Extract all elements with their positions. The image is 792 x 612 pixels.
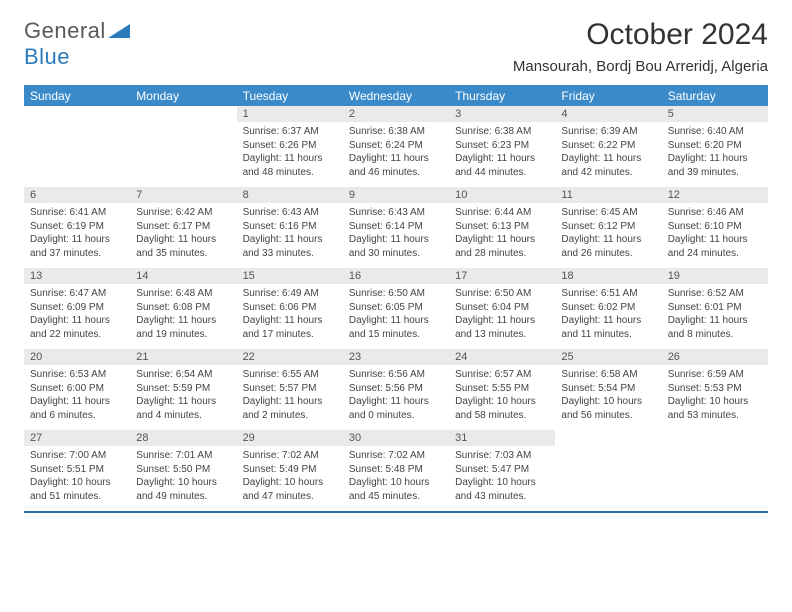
day-content-cell: Sunrise: 6:44 AM Sunset: 6:13 PM Dayligh… — [449, 203, 555, 268]
logo-triangle-icon — [108, 25, 130, 42]
day-header-cell: Thursday — [449, 86, 555, 107]
day-number-cell: 14 — [130, 268, 236, 284]
day-header-cell: Saturday — [662, 86, 768, 107]
day-content-cell: Sunrise: 7:01 AM Sunset: 5:50 PM Dayligh… — [130, 446, 236, 512]
day-number-cell: 5 — [662, 106, 768, 122]
day-content-cell: Sunrise: 6:58 AM Sunset: 5:54 PM Dayligh… — [555, 365, 661, 430]
day-number-cell — [662, 430, 768, 446]
day-number-cell: 12 — [662, 187, 768, 203]
day-content-cell: Sunrise: 7:02 AM Sunset: 5:49 PM Dayligh… — [237, 446, 343, 512]
day-header-cell: Monday — [130, 86, 236, 107]
week-daynum-row: 13141516171819 — [24, 268, 768, 284]
day-number-cell: 1 — [237, 106, 343, 122]
day-content-cell: Sunrise: 6:48 AM Sunset: 6:08 PM Dayligh… — [130, 284, 236, 349]
logo-text: General Blue — [24, 18, 130, 70]
day-content-cell — [555, 446, 661, 512]
day-content-cell: Sunrise: 6:42 AM Sunset: 6:17 PM Dayligh… — [130, 203, 236, 268]
day-number-cell — [130, 106, 236, 122]
week-content-row: Sunrise: 7:00 AM Sunset: 5:51 PM Dayligh… — [24, 446, 768, 512]
day-content-cell: Sunrise: 7:02 AM Sunset: 5:48 PM Dayligh… — [343, 446, 449, 512]
day-content-cell: Sunrise: 7:00 AM Sunset: 5:51 PM Dayligh… — [24, 446, 130, 512]
day-content-cell: Sunrise: 6:55 AM Sunset: 5:57 PM Dayligh… — [237, 365, 343, 430]
day-number-cell: 26 — [662, 349, 768, 365]
day-header-cell: Sunday — [24, 86, 130, 107]
day-number-cell: 20 — [24, 349, 130, 365]
week-daynum-row: 2728293031 — [24, 430, 768, 446]
day-content-cell: Sunrise: 6:53 AM Sunset: 6:00 PM Dayligh… — [24, 365, 130, 430]
week-content-row: Sunrise: 6:41 AM Sunset: 6:19 PM Dayligh… — [24, 203, 768, 268]
day-content-cell: Sunrise: 6:39 AM Sunset: 6:22 PM Dayligh… — [555, 122, 661, 187]
day-content-cell: Sunrise: 6:40 AM Sunset: 6:20 PM Dayligh… — [662, 122, 768, 187]
header: General Blue October 2024 Mansourah, Bor… — [24, 18, 768, 75]
day-number-cell: 2 — [343, 106, 449, 122]
week-content-row: Sunrise: 6:47 AM Sunset: 6:09 PM Dayligh… — [24, 284, 768, 349]
day-number-cell — [24, 106, 130, 122]
day-content-cell: Sunrise: 6:43 AM Sunset: 6:14 PM Dayligh… — [343, 203, 449, 268]
week-daynum-row: 20212223242526 — [24, 349, 768, 365]
logo-word1: General — [24, 18, 106, 43]
logo: General Blue — [24, 18, 130, 70]
day-content-cell: Sunrise: 6:51 AM Sunset: 6:02 PM Dayligh… — [555, 284, 661, 349]
day-header-row: SundayMondayTuesdayWednesdayThursdayFrid… — [24, 86, 768, 107]
day-content-cell: Sunrise: 6:47 AM Sunset: 6:09 PM Dayligh… — [24, 284, 130, 349]
day-number-cell: 11 — [555, 187, 661, 203]
day-number-cell: 3 — [449, 106, 555, 122]
day-content-cell: Sunrise: 6:52 AM Sunset: 6:01 PM Dayligh… — [662, 284, 768, 349]
week-daynum-row: 12345 — [24, 106, 768, 122]
day-content-cell — [130, 122, 236, 187]
day-content-cell — [24, 122, 130, 187]
day-content-cell: Sunrise: 6:43 AM Sunset: 6:16 PM Dayligh… — [237, 203, 343, 268]
day-content-cell: Sunrise: 6:59 AM Sunset: 5:53 PM Dayligh… — [662, 365, 768, 430]
day-content-cell: Sunrise: 6:50 AM Sunset: 6:05 PM Dayligh… — [343, 284, 449, 349]
day-content-cell: Sunrise: 6:46 AM Sunset: 6:10 PM Dayligh… — [662, 203, 768, 268]
day-number-cell: 23 — [343, 349, 449, 365]
page-title: October 2024 — [513, 18, 768, 52]
title-block: October 2024 Mansourah, Bordj Bou Arreri… — [513, 18, 768, 75]
day-header-cell: Friday — [555, 86, 661, 107]
day-number-cell: 7 — [130, 187, 236, 203]
day-content-cell: Sunrise: 6:49 AM Sunset: 6:06 PM Dayligh… — [237, 284, 343, 349]
day-number-cell: 9 — [343, 187, 449, 203]
day-number-cell: 6 — [24, 187, 130, 203]
day-content-cell: Sunrise: 6:38 AM Sunset: 6:23 PM Dayligh… — [449, 122, 555, 187]
day-number-cell: 25 — [555, 349, 661, 365]
day-number-cell: 16 — [343, 268, 449, 284]
week-content-row: Sunrise: 6:37 AM Sunset: 6:26 PM Dayligh… — [24, 122, 768, 187]
day-content-cell: Sunrise: 6:38 AM Sunset: 6:24 PM Dayligh… — [343, 122, 449, 187]
day-content-cell: Sunrise: 7:03 AM Sunset: 5:47 PM Dayligh… — [449, 446, 555, 512]
day-number-cell: 21 — [130, 349, 236, 365]
day-number-cell: 29 — [237, 430, 343, 446]
day-number-cell: 15 — [237, 268, 343, 284]
day-content-cell: Sunrise: 6:50 AM Sunset: 6:04 PM Dayligh… — [449, 284, 555, 349]
day-content-cell: Sunrise: 6:37 AM Sunset: 6:26 PM Dayligh… — [237, 122, 343, 187]
day-number-cell: 28 — [130, 430, 236, 446]
day-header-cell: Tuesday — [237, 86, 343, 107]
day-content-cell — [662, 446, 768, 512]
day-content-cell: Sunrise: 6:45 AM Sunset: 6:12 PM Dayligh… — [555, 203, 661, 268]
logo-word2: Blue — [24, 44, 70, 69]
day-number-cell: 17 — [449, 268, 555, 284]
week-content-row: Sunrise: 6:53 AM Sunset: 6:00 PM Dayligh… — [24, 365, 768, 430]
location-label: Mansourah, Bordj Bou Arreridj, Algeria — [513, 58, 768, 75]
day-content-cell: Sunrise: 6:57 AM Sunset: 5:55 PM Dayligh… — [449, 365, 555, 430]
day-number-cell: 18 — [555, 268, 661, 284]
day-number-cell: 8 — [237, 187, 343, 203]
day-number-cell: 4 — [555, 106, 661, 122]
day-content-cell: Sunrise: 6:41 AM Sunset: 6:19 PM Dayligh… — [24, 203, 130, 268]
day-number-cell — [555, 430, 661, 446]
day-number-cell: 13 — [24, 268, 130, 284]
week-daynum-row: 6789101112 — [24, 187, 768, 203]
day-number-cell: 24 — [449, 349, 555, 365]
day-content-cell: Sunrise: 6:56 AM Sunset: 5:56 PM Dayligh… — [343, 365, 449, 430]
calendar-table: SundayMondayTuesdayWednesdayThursdayFrid… — [24, 85, 768, 513]
day-header-cell: Wednesday — [343, 86, 449, 107]
day-number-cell: 31 — [449, 430, 555, 446]
day-number-cell: 22 — [237, 349, 343, 365]
day-number-cell: 30 — [343, 430, 449, 446]
day-number-cell: 19 — [662, 268, 768, 284]
day-number-cell: 10 — [449, 187, 555, 203]
day-number-cell: 27 — [24, 430, 130, 446]
day-content-cell: Sunrise: 6:54 AM Sunset: 5:59 PM Dayligh… — [130, 365, 236, 430]
